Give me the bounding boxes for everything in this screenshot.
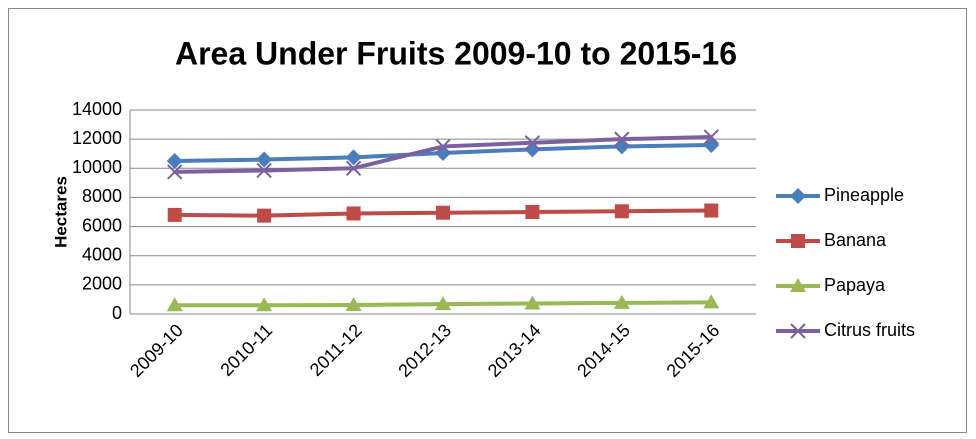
marker xyxy=(525,205,540,219)
marker xyxy=(166,153,183,169)
marker xyxy=(436,205,450,220)
y-tick-label: 10000 xyxy=(72,157,122,177)
y-tick-label: 6000 xyxy=(82,215,122,235)
marker xyxy=(790,323,806,339)
y-tick-label: 2000 xyxy=(82,274,122,294)
marker xyxy=(703,129,719,145)
marker xyxy=(614,204,629,219)
marker xyxy=(435,296,451,311)
marker xyxy=(345,296,362,311)
legend-label: Pineapple xyxy=(824,185,904,205)
marker xyxy=(257,208,272,223)
legend-label: Papaya xyxy=(824,275,886,295)
y-tick-label: 14000 xyxy=(72,99,122,119)
marker xyxy=(524,141,541,158)
marker xyxy=(345,149,362,166)
marker xyxy=(435,138,451,155)
marker xyxy=(614,131,630,147)
marker xyxy=(256,297,273,312)
y-tick-label: 12000 xyxy=(72,128,122,148)
marker xyxy=(166,297,183,312)
marker xyxy=(613,294,630,309)
marker xyxy=(345,160,362,176)
marker xyxy=(256,151,273,168)
marker xyxy=(346,206,361,221)
marker xyxy=(524,135,541,151)
marker xyxy=(791,234,805,248)
y-tick-label: 8000 xyxy=(82,186,122,206)
legend-label: Citrus fruits xyxy=(824,320,915,340)
y-axis-title: Hectares xyxy=(51,176,70,248)
marker xyxy=(790,188,806,204)
chart-title: Area Under Fruits 2009-10 to 2015-16 xyxy=(175,35,737,71)
marker xyxy=(167,207,182,222)
y-tick-label: 0 xyxy=(112,303,122,323)
y-tick-label: 4000 xyxy=(82,244,122,264)
legend-label: Banana xyxy=(824,230,887,250)
marker xyxy=(704,203,719,218)
marker xyxy=(790,278,806,292)
marker xyxy=(703,294,720,309)
marker xyxy=(167,164,183,180)
marker xyxy=(256,162,272,179)
marker xyxy=(524,295,541,310)
